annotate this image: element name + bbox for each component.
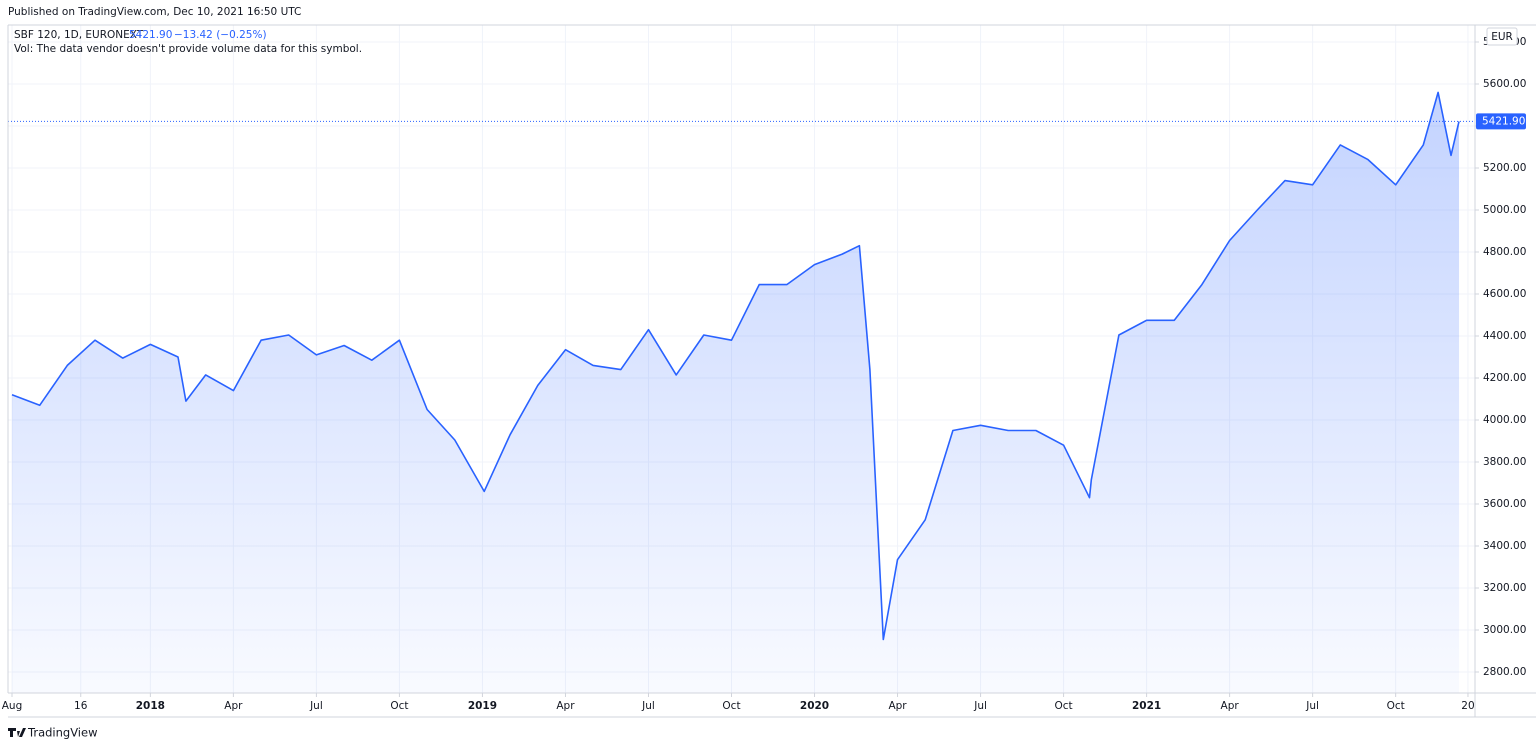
y-tick-label: 3200.00	[1483, 582, 1526, 594]
x-tick-label: 20	[1461, 700, 1474, 712]
x-tick-label: 2020	[800, 700, 829, 712]
x-tick-label: Oct	[1054, 700, 1072, 712]
last-price: 5421.90	[129, 29, 172, 41]
published-note: Published on TradingView.com, Dec 10, 20…	[8, 6, 301, 18]
plot	[8, 91, 1475, 693]
x-tick-label: Apr	[1221, 700, 1240, 712]
y-tick-label: 4600.00	[1483, 288, 1526, 300]
last-price-marker	[1476, 113, 1526, 130]
y-tick-label: 5000.00	[1483, 204, 1526, 216]
symbol-title: SBF 120, 1D, EURONEXT	[14, 29, 144, 41]
brand-logo	[8, 728, 26, 737]
x-tick-label: Jul	[641, 700, 655, 712]
x-tick-label: 16	[74, 700, 88, 712]
x-tick-label: 2019	[468, 700, 497, 712]
y-tick-label: 5200.00	[1483, 162, 1526, 174]
y-tick-label: 2800.00	[1483, 666, 1526, 678]
x-tick-label: 2021	[1132, 700, 1161, 712]
x-tick-label: Jul	[309, 700, 323, 712]
x-tick-label: Aug	[2, 700, 23, 712]
area	[12, 92, 1460, 693]
x-tick-label: Jul	[973, 700, 987, 712]
x-tick-label: Oct	[722, 700, 740, 712]
x-tick-label: 2018	[136, 700, 165, 712]
brand: TradingView	[27, 726, 97, 740]
x-tick-label: Apr	[556, 700, 575, 712]
y-tick-label: 3000.00	[1483, 624, 1526, 636]
currency[interactable]: EUR	[1491, 31, 1513, 43]
y-tick-label: 4800.00	[1483, 246, 1526, 258]
x-tick-label: Jul	[1305, 700, 1319, 712]
x-tick-label: Oct	[390, 700, 408, 712]
x-tick-label: Oct	[1387, 700, 1405, 712]
currency-box[interactable]	[1486, 27, 1518, 46]
y-tick-label: 4000.00	[1483, 414, 1526, 426]
y-tick-label: 4200.00	[1483, 372, 1526, 384]
y-tick-label: 5600.00	[1483, 78, 1526, 90]
last-price-label: 5421.90	[1482, 115, 1525, 127]
y-tick-label: 3800.00	[1483, 456, 1526, 468]
price-change: −13.42 (−0.25%)	[174, 29, 267, 41]
y-tick-label: 3600.00	[1483, 498, 1526, 510]
price-line	[11, 91, 1460, 641]
volume-note: Vol: The data vendor doesn't provide vol…	[14, 43, 362, 55]
y-tick-label: 3400.00	[1483, 540, 1526, 552]
x-tick-label: Apr	[888, 700, 907, 712]
y-tick-label: 4400.00	[1483, 330, 1526, 342]
x-tick-label: Apr	[224, 700, 243, 712]
